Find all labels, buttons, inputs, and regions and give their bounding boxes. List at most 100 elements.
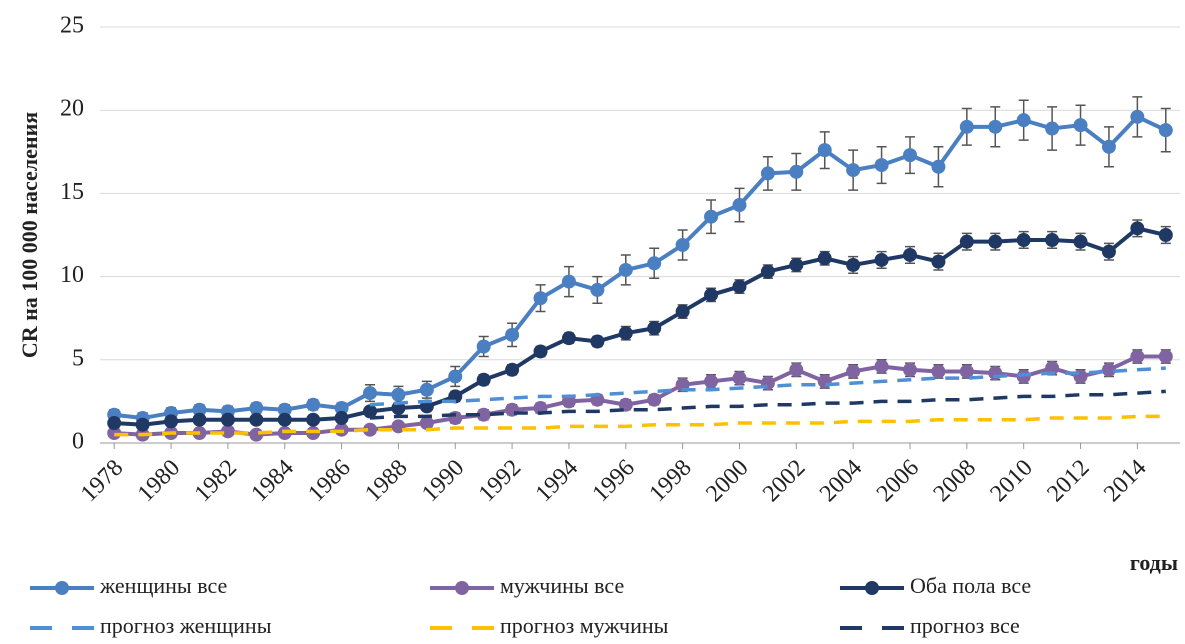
point bbox=[1158, 349, 1173, 364]
legend-label: прогноз все bbox=[910, 613, 1020, 638]
x-tick-label: 2002 bbox=[758, 455, 810, 507]
point bbox=[959, 234, 974, 249]
point bbox=[590, 282, 605, 297]
point bbox=[1073, 234, 1088, 249]
point bbox=[448, 369, 463, 384]
point bbox=[760, 264, 775, 279]
point bbox=[220, 424, 235, 439]
point bbox=[704, 374, 719, 389]
x-tick-label: 1978 bbox=[76, 455, 128, 507]
point bbox=[1101, 362, 1116, 377]
point bbox=[618, 326, 633, 341]
point bbox=[903, 247, 917, 262]
point bbox=[789, 362, 804, 377]
legend-label: женщины все bbox=[99, 573, 227, 598]
point bbox=[789, 164, 804, 179]
point bbox=[817, 143, 832, 158]
x-tick-label: 2014 bbox=[1099, 455, 1151, 507]
point bbox=[476, 407, 491, 422]
point bbox=[533, 291, 548, 306]
legend-marker bbox=[55, 581, 69, 595]
y-tick-label: 25 bbox=[60, 13, 84, 39]
point bbox=[220, 412, 235, 427]
x-tick-label: 2004 bbox=[815, 455, 867, 507]
point bbox=[1016, 113, 1031, 128]
point bbox=[1101, 139, 1116, 154]
point bbox=[561, 331, 576, 346]
x-tick-label: 2000 bbox=[701, 455, 753, 507]
point bbox=[192, 402, 207, 417]
point bbox=[931, 254, 946, 269]
series-line bbox=[369, 389, 1166, 420]
y-tick-label: 15 bbox=[60, 179, 84, 205]
x-axis-title: годы bbox=[1130, 550, 1178, 575]
point bbox=[874, 158, 889, 173]
x-tick-label: 2006 bbox=[872, 455, 924, 507]
point bbox=[732, 279, 747, 294]
y-axis-title: CR на 100 000 населения bbox=[17, 112, 42, 358]
x-tick-label: 2010 bbox=[985, 455, 1037, 507]
point bbox=[476, 339, 491, 354]
x-tick-label: 1988 bbox=[360, 455, 412, 507]
point bbox=[1101, 244, 1116, 259]
x-tick-label: 1982 bbox=[190, 455, 242, 507]
series-line bbox=[114, 226, 1167, 427]
point bbox=[1045, 232, 1060, 247]
point bbox=[931, 159, 946, 174]
point bbox=[647, 392, 662, 407]
point bbox=[561, 274, 576, 289]
point bbox=[959, 119, 974, 134]
y-tick-label: 0 bbox=[72, 429, 84, 455]
legend-label: прогноз мужчины bbox=[500, 613, 669, 638]
point bbox=[874, 359, 889, 374]
point bbox=[249, 427, 264, 442]
point bbox=[505, 327, 520, 342]
point bbox=[903, 362, 917, 377]
point bbox=[363, 386, 377, 401]
point bbox=[1130, 221, 1145, 236]
x-tick-label: 1998 bbox=[644, 455, 696, 507]
point bbox=[1045, 121, 1060, 136]
point bbox=[1130, 109, 1145, 124]
point bbox=[476, 372, 491, 387]
point bbox=[334, 401, 349, 416]
point bbox=[1158, 123, 1173, 138]
point bbox=[817, 251, 832, 266]
y-tick-label: 5 bbox=[72, 345, 84, 371]
point bbox=[846, 364, 861, 379]
legend-marker bbox=[455, 581, 469, 595]
point bbox=[1130, 349, 1145, 364]
point bbox=[135, 417, 150, 432]
point bbox=[391, 387, 406, 402]
point bbox=[618, 262, 633, 277]
series-line bbox=[114, 414, 1166, 437]
series-line bbox=[369, 366, 1166, 407]
point bbox=[1158, 228, 1173, 242]
point bbox=[277, 412, 292, 427]
x-tick-label: 1990 bbox=[417, 455, 469, 507]
point bbox=[1073, 118, 1088, 133]
x-tick-label: 1986 bbox=[303, 455, 355, 507]
x-tick-label: 2012 bbox=[1042, 455, 1094, 507]
point bbox=[306, 412, 321, 427]
point bbox=[164, 414, 179, 429]
point bbox=[704, 209, 719, 224]
legend-label: мужчины все bbox=[500, 573, 624, 598]
x-tick-label: 2008 bbox=[929, 455, 981, 507]
point bbox=[277, 402, 292, 417]
point bbox=[249, 401, 264, 416]
point bbox=[533, 344, 548, 359]
y-tick-label: 20 bbox=[60, 96, 84, 122]
point bbox=[789, 257, 804, 272]
x-tick-label: 1992 bbox=[474, 455, 526, 507]
point bbox=[732, 371, 747, 386]
point bbox=[647, 321, 662, 336]
point bbox=[959, 364, 974, 379]
point bbox=[363, 404, 377, 419]
x-tick-label: 1980 bbox=[133, 455, 185, 507]
point bbox=[988, 234, 1003, 249]
point bbox=[846, 257, 861, 272]
point bbox=[419, 382, 434, 397]
legend-label: Оба пола все bbox=[910, 573, 1031, 598]
point bbox=[647, 256, 662, 271]
